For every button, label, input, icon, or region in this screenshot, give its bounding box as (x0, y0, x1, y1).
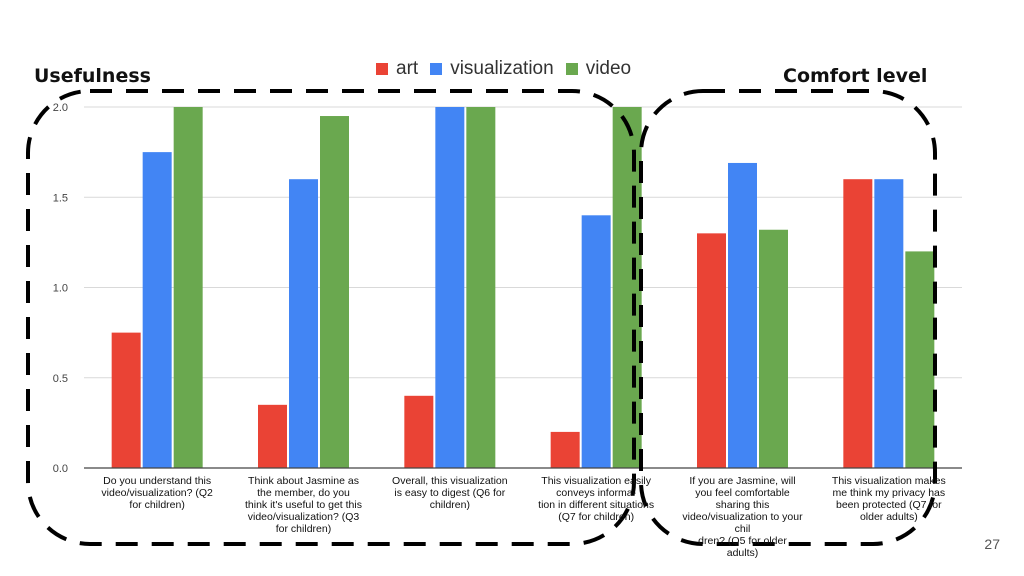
grid-lines (84, 106, 962, 379)
bar-visualization-6 (874, 179, 904, 468)
usefulness-group-label: Usefulness (34, 65, 151, 87)
bar-art-5 (697, 233, 726, 468)
usefulness-group-outline (26, 89, 636, 546)
bar-art-2 (258, 404, 287, 468)
bar-video-3 (466, 107, 496, 468)
bar-visualization-4 (581, 215, 611, 468)
x-tick-label: This visualization makes me think my pri… (831, 475, 946, 523)
page-number: 27 (984, 536, 1000, 552)
legend-item-art: art (376, 58, 418, 80)
y-tick-label: 2.0 (53, 102, 68, 114)
y-axis-ticks: 0.0 0.5 1.0 1.5 2.0 (53, 102, 68, 475)
bar-art-4 (550, 431, 580, 468)
x-tick-label: This visualization easily conveys inform… (538, 475, 655, 523)
legend-swatch (565, 63, 578, 75)
x-tick-label: Think about Jasmine as the member, do yo… (245, 475, 362, 535)
x-tick-label: Overall, this visualization is easy to d… (392, 475, 508, 511)
bar-visualization-1 (142, 152, 172, 468)
bar-visualization-5 (728, 162, 757, 468)
y-tick-label: 1.0 (53, 283, 68, 295)
bar-video-6 (905, 251, 935, 468)
bar-video-1 (173, 107, 203, 468)
bar-video-4 (612, 107, 642, 468)
comfort-group-outline (639, 89, 937, 546)
bars (111, 107, 935, 469)
y-tick-label: 0.0 (53, 463, 68, 475)
legend-label: visualization (450, 58, 554, 79)
legend-label: video (585, 58, 632, 79)
legend-item-visualization: visualization (430, 58, 554, 80)
legend-swatch (376, 63, 388, 75)
x-tick-label: If you are Jasmine, will you feel comfor… (682, 475, 803, 559)
bar-art-3 (404, 395, 434, 468)
legend-item-video: video (565, 58, 632, 80)
y-tick-label: 0.5 (53, 373, 68, 385)
legend-swatch (430, 63, 443, 75)
x-tick-label: Do you understand this video/visualizati… (101, 475, 213, 511)
comfort-group-label: Comfort level (783, 65, 928, 87)
legend-label: art (396, 58, 419, 79)
bar-visualization-3 (435, 107, 465, 468)
bar-video-5 (759, 229, 788, 468)
legend: art visualization video (376, 58, 643, 80)
bar-video-2 (320, 116, 349, 469)
bar-art-1 (111, 332, 141, 468)
bar-art-6 (843, 179, 873, 468)
bar-visualization-2 (289, 179, 318, 468)
y-tick-label: 1.5 (53, 192, 68, 204)
